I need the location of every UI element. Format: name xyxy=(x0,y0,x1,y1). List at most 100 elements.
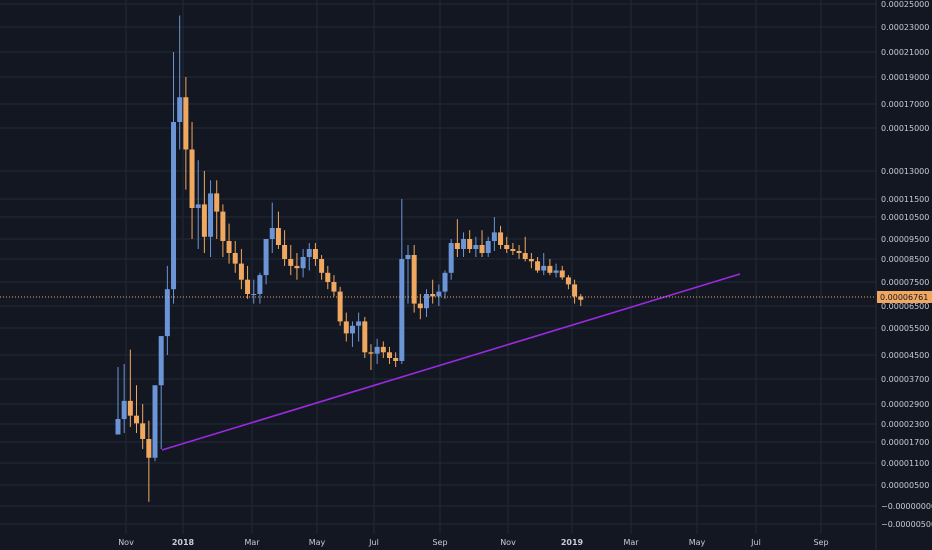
candle xyxy=(275,211,281,249)
candle-body xyxy=(263,239,269,276)
candle-body xyxy=(498,232,504,245)
y-tick-label: 0.00001100 xyxy=(881,459,929,468)
candle-body xyxy=(115,419,121,435)
candle-body xyxy=(504,245,510,249)
candle xyxy=(572,279,578,304)
y-tick-label: 0.00003700 xyxy=(881,375,929,384)
candle-body xyxy=(362,321,368,353)
candle xyxy=(134,385,140,433)
candle-body xyxy=(208,193,214,237)
candle xyxy=(380,341,386,358)
candle xyxy=(288,245,294,276)
candle-body xyxy=(448,243,454,273)
candle-body xyxy=(572,284,578,297)
candle-body xyxy=(325,272,331,282)
candle-body xyxy=(473,245,479,249)
candle xyxy=(245,265,251,299)
candle xyxy=(442,270,448,299)
candle xyxy=(158,336,164,449)
candle-body xyxy=(331,282,337,292)
candle xyxy=(479,230,485,257)
candle xyxy=(214,180,220,239)
candle xyxy=(528,253,534,269)
candle xyxy=(349,321,355,347)
candle xyxy=(535,257,541,273)
candle xyxy=(356,312,362,342)
y-tick-label: 0.00006500 xyxy=(881,302,929,311)
support-trendline[interactable] xyxy=(161,273,741,451)
candle-body xyxy=(485,241,491,253)
last-price-value: 0.00006761 xyxy=(880,293,928,302)
candle-body xyxy=(158,336,164,386)
candle-body xyxy=(337,291,343,322)
candle xyxy=(238,249,244,290)
candle-body xyxy=(171,122,177,290)
candle xyxy=(504,236,510,253)
candle xyxy=(189,122,195,239)
candle-body xyxy=(275,228,281,245)
last-price-badge xyxy=(877,291,932,303)
time-axis[interactable]: Nov 2018 Mar May Jul Sep Nov 2019 Mar May Jul Sep xyxy=(118,538,828,547)
candle-body xyxy=(294,265,300,269)
candle-body xyxy=(300,257,306,269)
candle xyxy=(393,352,399,367)
candle xyxy=(491,217,497,251)
candle-body xyxy=(528,259,534,262)
candle-body xyxy=(251,294,257,295)
candle-body xyxy=(164,289,170,337)
candle-body xyxy=(238,263,244,280)
candle-body xyxy=(535,261,541,271)
candle-body xyxy=(454,243,460,249)
candle xyxy=(448,239,454,280)
y-tick-label: 0.00005500 xyxy=(881,324,929,333)
candle-body xyxy=(306,249,312,257)
candle-body xyxy=(226,241,232,253)
candle-body xyxy=(516,251,522,253)
y-tick-label: 0.00025000 xyxy=(881,0,929,9)
candle xyxy=(208,180,214,257)
x-tick-label: Sep xyxy=(813,538,828,547)
candle xyxy=(498,225,504,249)
candle-body xyxy=(424,294,429,309)
candle-body xyxy=(399,259,405,361)
candle xyxy=(386,346,392,364)
candle xyxy=(362,317,368,358)
x-tick-label: Nov xyxy=(500,538,516,547)
candle xyxy=(467,230,473,253)
candle xyxy=(269,202,275,253)
candle xyxy=(183,77,189,190)
candle-body xyxy=(547,265,553,273)
candle-body xyxy=(195,204,201,208)
candle-body xyxy=(374,346,380,354)
price-axis[interactable]: 0.00025000 0.00023000 0.00021000 0.00019000… xyxy=(881,0,932,529)
candle-body xyxy=(189,149,195,208)
candle xyxy=(374,338,380,364)
candle-body xyxy=(436,291,442,297)
y-tick-label: 0.00000500 xyxy=(881,481,929,490)
candle-body xyxy=(269,228,275,239)
candle xyxy=(164,265,170,355)
candle-body xyxy=(405,255,411,259)
candle-body xyxy=(393,358,399,361)
candle xyxy=(461,232,467,257)
candle xyxy=(232,241,238,273)
candle-body xyxy=(201,204,207,237)
candle xyxy=(565,275,571,290)
candle xyxy=(411,245,417,313)
candle xyxy=(343,312,349,342)
x-tick-label: 2018 xyxy=(172,538,195,547)
candle xyxy=(171,52,177,304)
candle xyxy=(127,349,133,427)
candle xyxy=(312,243,318,266)
candle xyxy=(146,420,152,502)
y-tick-label: 0.00013000 xyxy=(881,167,929,176)
candle-body xyxy=(349,325,355,334)
candles-layer xyxy=(115,15,584,502)
x-tick-label: Mar xyxy=(244,538,260,547)
y-tick-label: 0.00015000 xyxy=(881,124,929,133)
candle-body xyxy=(553,270,559,273)
trendline-layer[interactable] xyxy=(161,273,741,451)
y-tick-label: 0.00019000 xyxy=(881,73,929,82)
y-tick-label: 0.00001700 xyxy=(881,438,929,447)
candle-body xyxy=(152,385,158,458)
